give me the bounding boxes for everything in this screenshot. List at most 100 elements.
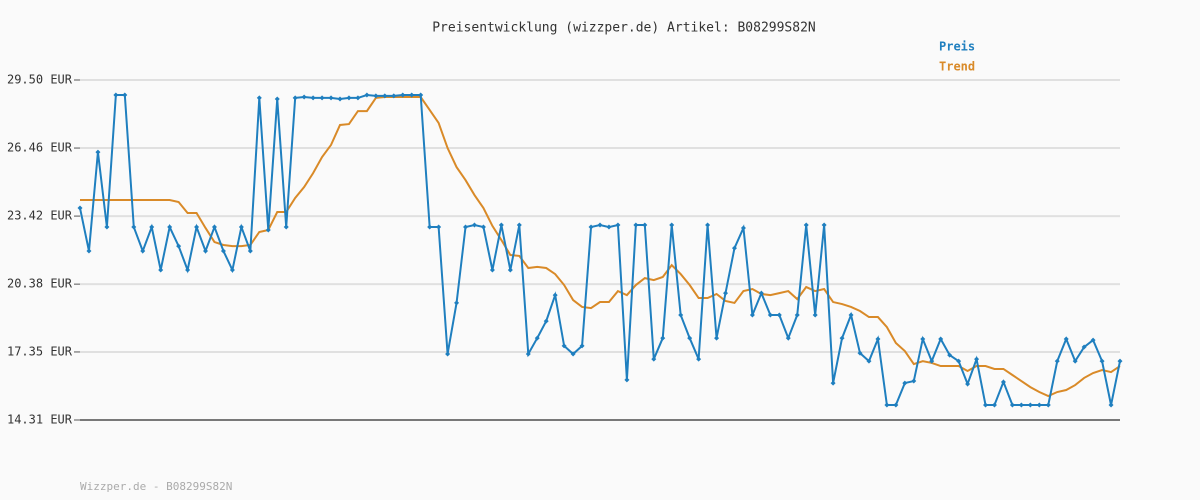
point-marker xyxy=(714,335,720,341)
point-marker xyxy=(1054,358,1060,364)
y-tick-label: 14.31 EUR xyxy=(7,413,73,427)
point-marker xyxy=(1117,358,1123,364)
point-marker xyxy=(830,380,836,386)
point-marker xyxy=(498,222,504,228)
point-marker xyxy=(615,222,621,228)
point-marker xyxy=(929,358,935,364)
legend-entry: Preis xyxy=(939,40,975,54)
point-marker xyxy=(194,224,200,230)
point-marker xyxy=(794,312,800,318)
point-marker xyxy=(489,267,495,273)
point-marker xyxy=(256,95,262,101)
point-marker xyxy=(803,222,809,228)
point-marker xyxy=(1090,337,1096,343)
y-tick-label: 17.35 EUR xyxy=(7,344,73,358)
point-marker xyxy=(471,222,477,228)
point-marker xyxy=(1036,402,1042,408)
point-marker xyxy=(167,224,173,230)
point-marker xyxy=(337,96,343,102)
point-marker xyxy=(651,356,657,362)
point-marker xyxy=(956,358,962,364)
point-marker xyxy=(902,380,908,386)
point-marker xyxy=(95,149,101,155)
point-marker xyxy=(597,222,603,228)
point-marker xyxy=(113,92,119,98)
point-marker xyxy=(723,290,729,296)
point-marker xyxy=(480,224,486,230)
point-marker xyxy=(570,351,576,357)
point-marker xyxy=(1000,379,1006,385)
point-marker xyxy=(516,222,522,228)
point-marker xyxy=(525,351,531,357)
point-marker xyxy=(220,248,226,254)
point-marker xyxy=(1009,402,1015,408)
point-marker xyxy=(642,222,648,228)
point-marker xyxy=(812,312,818,318)
point-marker xyxy=(238,224,244,230)
point-marker xyxy=(77,205,83,211)
point-marker xyxy=(140,248,146,254)
point-marker xyxy=(534,335,540,341)
point-marker xyxy=(149,224,155,230)
point-marker xyxy=(176,243,182,249)
point-marker xyxy=(947,352,953,358)
point-marker xyxy=(991,402,997,408)
chart-title: Preisentwicklung (wizzper.de) Artikel: B… xyxy=(432,21,816,36)
point-marker xyxy=(758,290,764,296)
point-marker xyxy=(1081,344,1087,350)
point-marker xyxy=(301,94,307,100)
point-marker xyxy=(274,96,280,102)
point-marker xyxy=(696,356,702,362)
point-marker xyxy=(229,267,235,273)
point-marker xyxy=(687,335,693,341)
point-marker xyxy=(203,248,209,254)
point-marker xyxy=(660,335,666,341)
point-marker xyxy=(1063,336,1069,342)
point-marker xyxy=(731,245,737,251)
y-tick-label: 20.38 EUR xyxy=(7,277,73,291)
point-marker xyxy=(86,248,92,254)
point-marker xyxy=(669,222,675,228)
point-marker xyxy=(131,224,137,230)
point-marker xyxy=(705,222,711,228)
point-marker xyxy=(767,312,773,318)
point-marker xyxy=(839,335,845,341)
point-marker xyxy=(364,92,370,98)
point-marker xyxy=(158,267,164,273)
point-marker xyxy=(211,224,217,230)
point-marker xyxy=(857,350,863,356)
point-marker xyxy=(776,312,782,318)
point-marker xyxy=(848,312,854,318)
point-marker xyxy=(543,318,549,324)
point-marker xyxy=(1072,358,1078,364)
point-marker xyxy=(355,95,361,101)
point-marker xyxy=(265,227,271,233)
point-marker xyxy=(983,402,989,408)
point-marker xyxy=(247,248,253,254)
point-marker xyxy=(507,267,513,273)
point-marker xyxy=(678,312,684,318)
point-marker xyxy=(1108,402,1114,408)
point-marker xyxy=(418,92,424,98)
point-marker xyxy=(884,402,890,408)
point-marker xyxy=(624,377,630,383)
point-marker xyxy=(373,93,379,99)
y-tick-label: 26.46 EUR xyxy=(7,141,73,155)
point-marker xyxy=(436,224,442,230)
point-marker xyxy=(561,343,567,349)
legend-entry: Trend xyxy=(939,60,975,74)
point-marker xyxy=(938,336,944,342)
point-marker xyxy=(579,343,585,349)
point-marker xyxy=(319,95,325,101)
point-marker xyxy=(346,95,352,101)
point-marker xyxy=(292,95,298,101)
point-marker xyxy=(104,224,110,230)
point-marker xyxy=(463,224,469,230)
point-marker xyxy=(328,95,334,101)
point-marker xyxy=(749,312,755,318)
point-marker xyxy=(893,402,899,408)
point-marker xyxy=(911,378,917,384)
point-marker xyxy=(1045,402,1051,408)
point-marker xyxy=(875,336,881,342)
